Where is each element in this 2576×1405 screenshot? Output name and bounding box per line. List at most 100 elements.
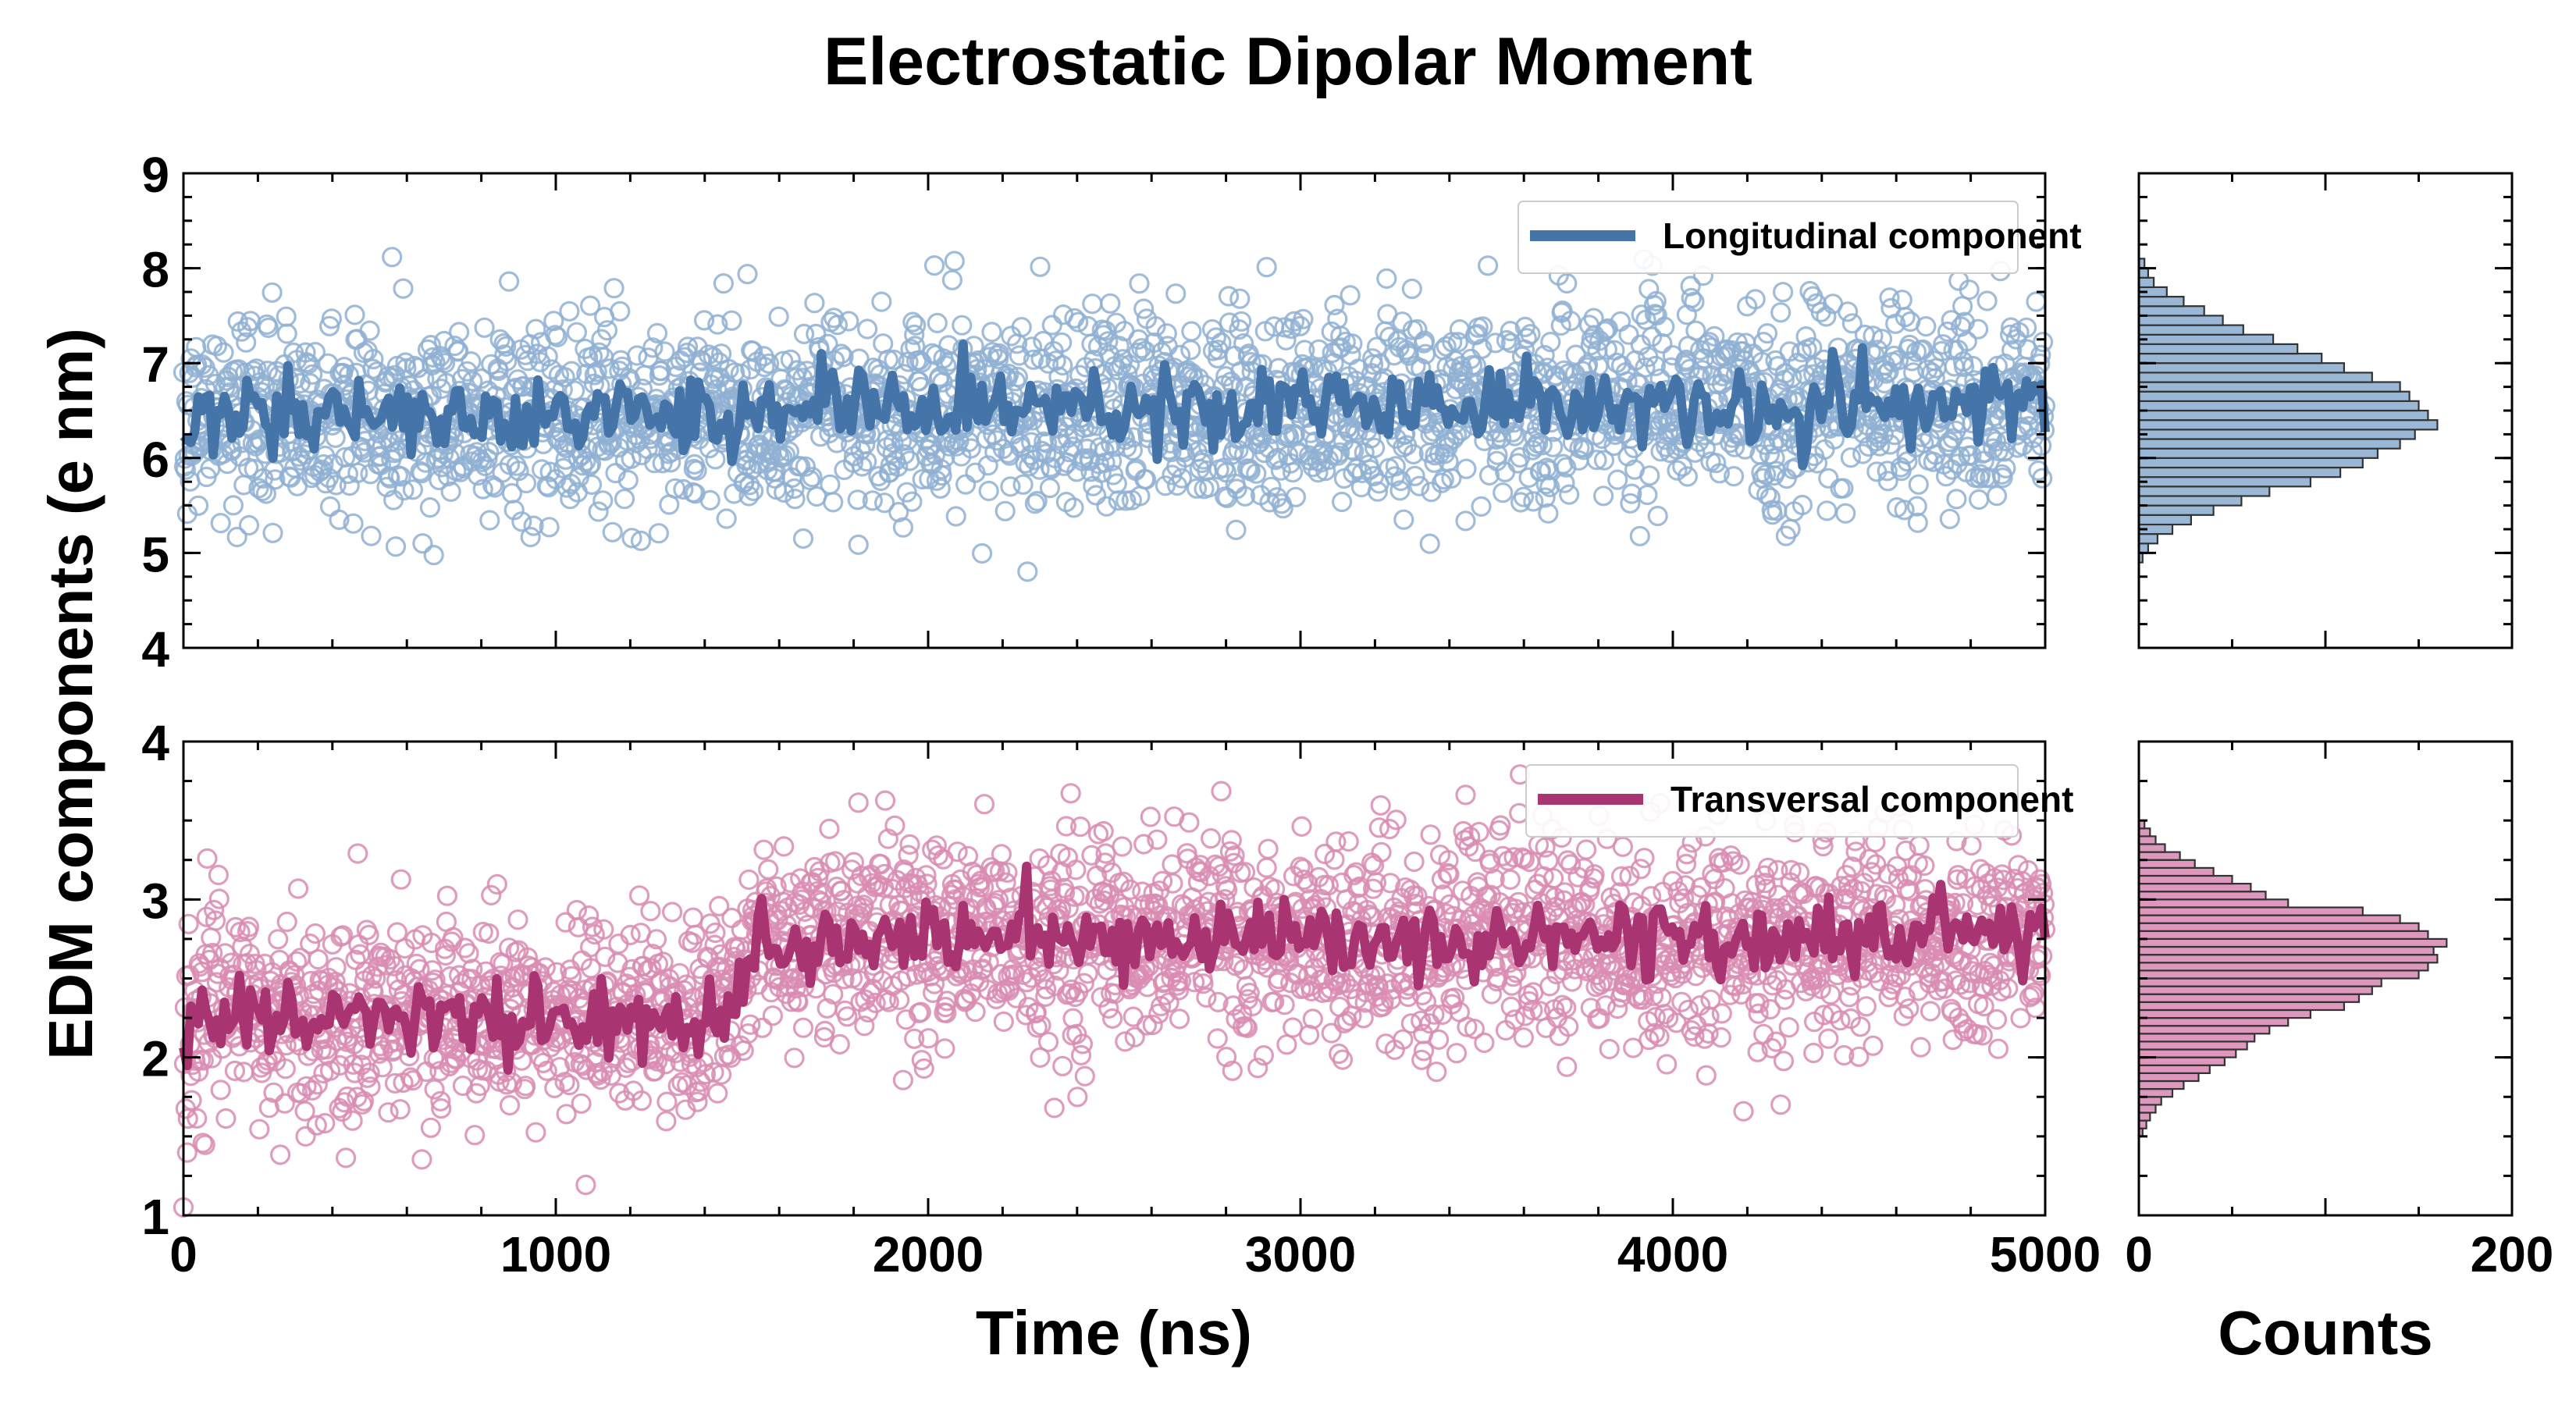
scatter-point <box>923 255 945 276</box>
scatter-point <box>947 841 968 863</box>
scatter-point <box>382 247 403 268</box>
scatter-point <box>578 905 600 927</box>
scatter-point <box>213 342 234 363</box>
scatter-point <box>2016 317 2037 338</box>
scatter-point <box>276 1035 297 1056</box>
scatter-point <box>1593 450 1615 471</box>
scatter-point <box>1140 806 1161 827</box>
scatter-point <box>1870 436 1891 457</box>
scatter-point <box>1052 1055 1073 1076</box>
scatter-point <box>378 1102 399 1123</box>
scatter-point <box>827 315 849 336</box>
scatter-point <box>938 436 960 457</box>
scatter-point <box>1211 333 1232 354</box>
scatter-point <box>325 427 346 448</box>
scatter-point <box>464 1125 486 1146</box>
scatter-point <box>2001 340 2023 361</box>
scatter-point <box>1100 293 1121 314</box>
scatter-point <box>579 937 601 958</box>
scatter-point <box>693 310 715 331</box>
scatter-point <box>1108 490 1129 511</box>
scatter-point <box>1953 356 1975 378</box>
scatter-point <box>358 924 379 946</box>
scatter-point <box>621 959 642 980</box>
scatter-point <box>1559 484 1580 505</box>
scatter-point <box>1961 445 1982 466</box>
scatter-point <box>1899 334 1920 355</box>
scatter-point <box>778 441 800 462</box>
scatter-point <box>1493 482 1514 503</box>
scatter-point <box>1764 447 1785 469</box>
scatter-point <box>1276 329 1297 350</box>
scatter-point <box>758 353 780 374</box>
scatter-point <box>1193 449 1214 470</box>
scatter-point <box>1019 456 1040 477</box>
scatter-point <box>904 324 925 345</box>
scatter-point <box>462 959 483 980</box>
scatter-point <box>1415 991 1437 1012</box>
scatter-point <box>1446 1043 1468 1064</box>
scatter-point <box>1091 462 1112 483</box>
scatter-point <box>1770 302 1791 323</box>
scatter-point <box>454 937 475 959</box>
scatter-point <box>343 513 364 534</box>
scatter-point <box>981 322 1002 343</box>
scatter-point <box>1667 460 1688 481</box>
scatter-point <box>499 1094 521 1116</box>
scatter-point <box>628 885 650 906</box>
scatter-point <box>545 325 566 346</box>
scatter-point <box>535 957 556 978</box>
scatter-point <box>432 350 454 371</box>
scatter-point <box>1331 491 1353 513</box>
y-tick-label: 5 <box>141 526 169 582</box>
scatter-point <box>479 923 500 944</box>
scatter-point <box>1419 533 1440 554</box>
scatter-point <box>294 1101 315 1122</box>
scatter-point <box>440 481 461 503</box>
scatter-point <box>176 1142 197 1163</box>
scatter-point <box>1770 1094 1791 1115</box>
scatter-point <box>1420 824 1441 845</box>
scatter-point <box>856 450 877 472</box>
scatter-point <box>1838 301 1859 322</box>
scatter-point <box>286 951 308 972</box>
scatter-point <box>693 1051 714 1072</box>
scatter-point <box>1879 287 1900 308</box>
scatter-point <box>610 301 631 322</box>
y-tick-label: 9 <box>141 147 169 203</box>
scatter-point <box>564 380 585 401</box>
scatter-point <box>270 1144 291 1165</box>
scatter-point <box>1211 781 1232 802</box>
scatter-point <box>1756 464 1777 486</box>
scatter-point <box>1685 442 1706 463</box>
scatter-point <box>1986 485 2008 507</box>
scatter-point <box>1485 333 1506 354</box>
scatter-point <box>979 347 1000 368</box>
scatter-point <box>489 329 511 350</box>
scatter-point <box>1060 783 1081 804</box>
scatter-point <box>1332 1049 1354 1070</box>
scatter-point <box>852 456 873 477</box>
scatter-point <box>1877 471 1898 492</box>
scatter-point <box>186 336 207 357</box>
scatter-point <box>709 895 730 917</box>
scatter-point <box>740 1014 761 1035</box>
scatter-point <box>263 1082 284 1103</box>
scatter-point <box>344 304 365 325</box>
scatter-point <box>1539 476 1560 498</box>
scatter-point <box>1596 339 1617 360</box>
scatter-point <box>802 467 823 488</box>
scatter-point <box>754 357 775 378</box>
scatter-point <box>687 1091 708 1112</box>
scatter-point <box>1916 316 1937 337</box>
scatter-point <box>1447 332 1469 353</box>
scatter-point <box>716 508 737 529</box>
scatter-point <box>2033 332 2054 353</box>
scatter-point <box>1229 288 1251 309</box>
scatter-point <box>1540 332 1561 353</box>
scatter-point <box>988 343 1010 364</box>
scatter-point <box>1367 481 1389 502</box>
scatter-point <box>1428 1029 1450 1051</box>
scatter-point <box>677 336 699 357</box>
scatter-point <box>833 347 854 368</box>
